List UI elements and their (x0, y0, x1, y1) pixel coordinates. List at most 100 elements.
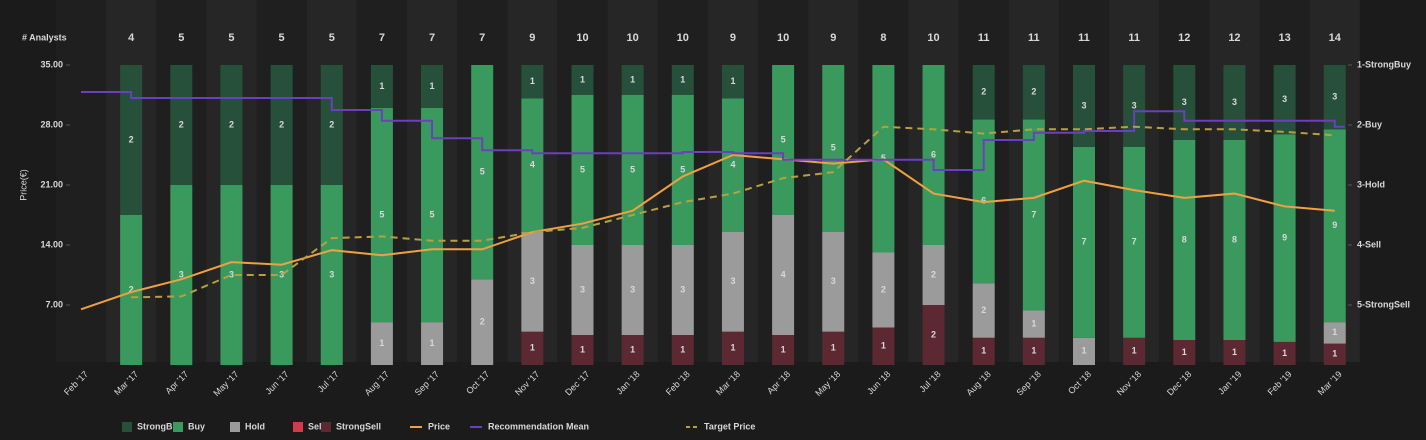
bar-segment (1323, 129, 1346, 323)
segment-label: 2 (931, 329, 936, 339)
segment-label: 1 (630, 74, 635, 84)
bar-segment (1223, 140, 1246, 340)
segment-label: 5 (630, 164, 635, 174)
segment-label: 1 (680, 344, 685, 354)
segment-label: 3 (229, 269, 234, 279)
segment-label: 1 (1081, 346, 1086, 356)
segment-label: 1 (781, 344, 786, 354)
legend-swatch (122, 422, 132, 432)
segment-label: 3 (1182, 97, 1187, 107)
segment-label: 3 (179, 269, 184, 279)
bar-segment (1073, 337, 1095, 365)
segment-label: 6 (981, 196, 986, 206)
bar-segment (822, 331, 845, 365)
segment-label: 3 (730, 276, 735, 286)
bar-segment (1123, 146, 1146, 338)
segment-label: 1 (580, 344, 585, 354)
analyst-count: 10 (576, 32, 588, 44)
bar-segment (421, 107, 444, 323)
bar-segment (671, 245, 694, 335)
bar-segment (1323, 343, 1346, 365)
bar-segment (220, 185, 243, 365)
bar-segment (671, 335, 694, 365)
y2-tick-label: 3-Hold (1357, 179, 1385, 189)
analyst-count: 4 (128, 32, 135, 44)
legend-label: Sell (308, 421, 324, 431)
bar-segment (370, 107, 393, 323)
analyst-count: 7 (379, 32, 385, 44)
segment-label: 1 (1332, 327, 1337, 337)
bar-segment (521, 231, 544, 332)
segment-label: 1 (1332, 349, 1337, 359)
analyst-count: 5 (329, 32, 335, 44)
bar-segment (872, 327, 895, 365)
stripes (55, 0, 1360, 362)
bar-segment (421, 322, 444, 365)
bar-segment (621, 65, 644, 95)
segment-label: 1 (379, 81, 384, 91)
segment-label: 2 (329, 119, 334, 129)
legend-label: Target Price (704, 421, 755, 431)
bar-segment (120, 65, 143, 215)
segment-label: 7 (1081, 237, 1086, 247)
segment-label: 3 (630, 284, 635, 294)
analyst-count: 10 (777, 32, 789, 44)
segment-label: 5 (680, 164, 685, 174)
bar-segment (922, 305, 945, 365)
segment-label: 1 (1182, 347, 1187, 357)
bar-segment (721, 331, 744, 365)
bar-segment (1022, 119, 1045, 311)
target-line (131, 125, 1335, 299)
segment-label: 5 (580, 164, 585, 174)
y-tick-label: 35.00 (40, 59, 63, 69)
analyst-count: 12 (1178, 32, 1190, 44)
y2-tick-label: 1-StrongBuy (1357, 59, 1411, 69)
analyst-count: 11 (1128, 32, 1140, 44)
bar-segment (772, 65, 795, 215)
segment-label: 2 (931, 269, 936, 279)
analyst-count: 7 (429, 32, 435, 44)
y-axis-label: Price(€) (18, 169, 28, 201)
bar-segment (571, 95, 594, 245)
segment-label: 3 (1081, 100, 1086, 110)
legend-swatch (230, 422, 240, 432)
segment-label: 9 (1282, 232, 1287, 242)
bar-segment (922, 245, 945, 305)
segment-label: 2 (480, 317, 485, 327)
bar-segment (972, 65, 995, 120)
analyst-count: 11 (1078, 32, 1090, 44)
bar-segment (170, 65, 193, 185)
bar-segment (370, 322, 393, 365)
segment-label: 2 (179, 119, 184, 129)
bar-segment (621, 245, 644, 335)
analyst-count: 9 (529, 32, 535, 44)
legend-label: Hold (245, 421, 265, 431)
bar-segment (822, 65, 845, 232)
analysts-label: # Analysts (22, 32, 67, 42)
column-stripe (55, 0, 107, 362)
segment-label: 4 (530, 159, 535, 169)
segment-label: 7 (1132, 237, 1137, 247)
analyst-count: 11 (1028, 32, 1040, 44)
bar-segment (1323, 65, 1346, 130)
segment-label: 1 (379, 338, 384, 348)
y2-tick-label: 2-Buy (1357, 119, 1382, 129)
bar-segment (120, 215, 143, 365)
bar-segment (370, 65, 393, 108)
y2-tick-label: 5-StrongSell (1357, 299, 1410, 309)
bar-segment (772, 335, 795, 365)
segment-label: 2 (981, 87, 986, 97)
segment-label: 1 (1031, 318, 1036, 328)
legend-swatch (173, 422, 183, 432)
bar-segment (1273, 341, 1296, 365)
bar-segment (521, 65, 544, 99)
y2-tick-label: 4-Sell (1357, 239, 1381, 249)
bar-segment (270, 65, 293, 185)
segment-label: 2 (229, 119, 234, 129)
legend-label: StrongSell (336, 421, 381, 431)
segment-label: 3 (279, 269, 284, 279)
bar-segment (1173, 340, 1196, 365)
segment-label: 1 (680, 74, 685, 84)
segment-label: 2 (881, 284, 886, 294)
